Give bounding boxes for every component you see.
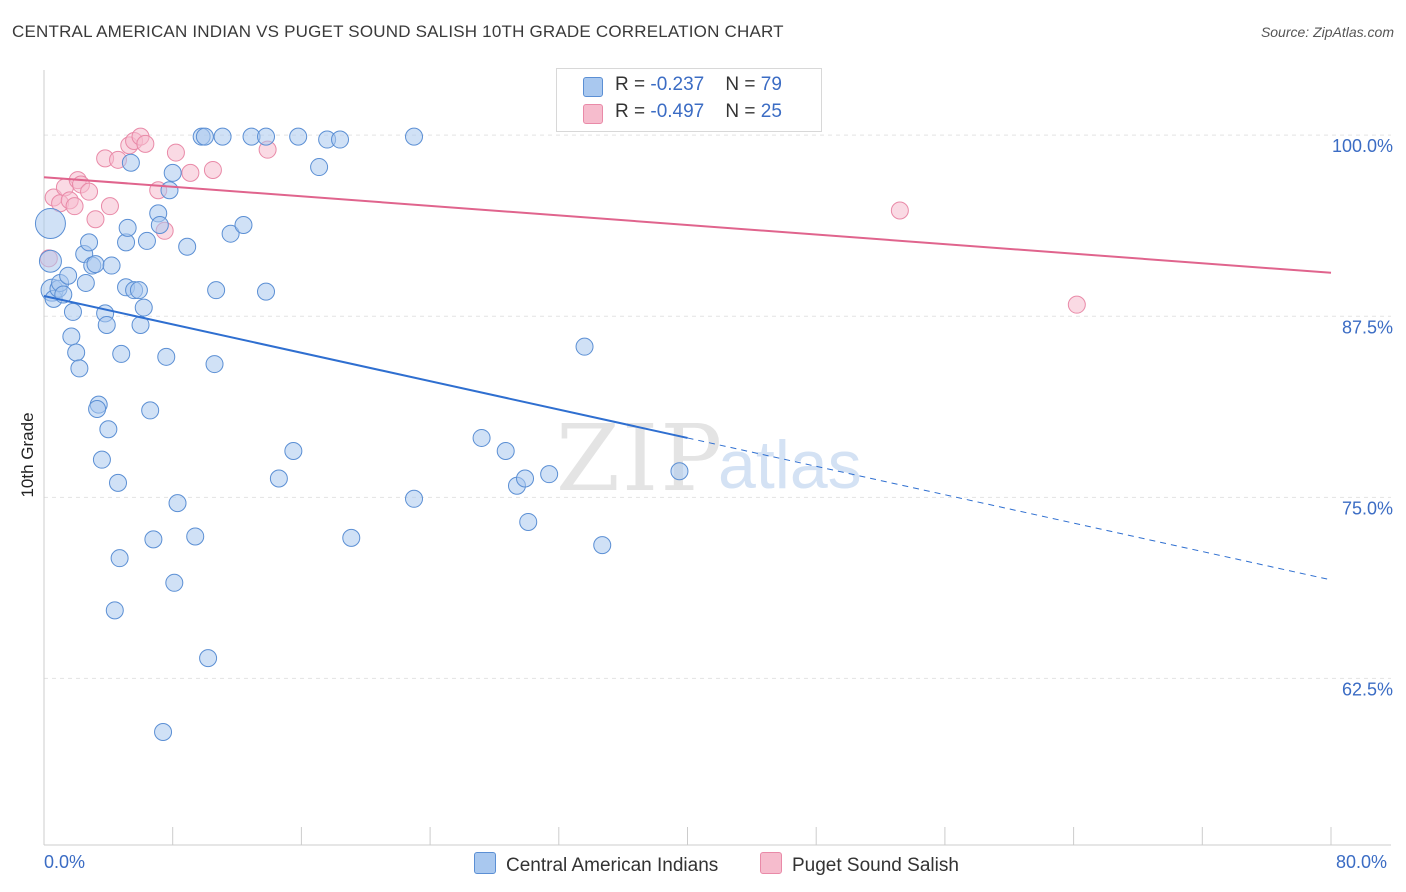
blue-point bbox=[144, 530, 163, 549]
legend-swatch-blue bbox=[583, 77, 603, 97]
blue-point bbox=[199, 649, 218, 668]
blue-point bbox=[221, 224, 240, 243]
blue-point bbox=[99, 420, 118, 439]
x-axis-max-label: 80.0% bbox=[1336, 852, 1388, 872]
blue-point bbox=[105, 601, 124, 620]
legend-text-pink: R = -0.497 N = 25 bbox=[615, 101, 782, 122]
source-label: Source: ZipAtlas.com bbox=[1260, 24, 1394, 40]
blue-point bbox=[70, 359, 89, 378]
blue-point bbox=[121, 153, 140, 172]
blue-point bbox=[331, 130, 350, 149]
blue-point bbox=[405, 489, 424, 508]
pink-point bbox=[1067, 295, 1086, 314]
blue-point bbox=[310, 158, 329, 177]
legend-swatch-pink bbox=[583, 104, 603, 124]
pink-point bbox=[86, 210, 105, 229]
blue-point bbox=[213, 127, 232, 146]
x-axis-min-label: 0.0% bbox=[44, 852, 86, 872]
blue-point bbox=[160, 181, 179, 200]
blue-point bbox=[80, 233, 99, 252]
pink-point bbox=[890, 201, 909, 220]
y-tick-label: 100.0% bbox=[1332, 136, 1393, 156]
blue-point bbox=[97, 315, 116, 334]
stats-legend: R = -0.237 N = 79 R = -0.497 N = 25 bbox=[556, 68, 822, 132]
blue-point bbox=[516, 469, 535, 488]
blue-point bbox=[76, 273, 95, 292]
blue-point bbox=[342, 528, 361, 547]
blue-point bbox=[165, 573, 184, 592]
blue-point bbox=[112, 344, 131, 363]
blue-point bbox=[134, 298, 153, 317]
legend-text-blue: R = -0.237 N = 79 bbox=[615, 74, 782, 95]
blue-point bbox=[154, 723, 173, 742]
blue-point bbox=[178, 237, 197, 256]
blue-point bbox=[34, 208, 66, 240]
blue-point bbox=[141, 401, 160, 420]
blue-point bbox=[234, 216, 253, 234]
blue-point bbox=[102, 256, 121, 275]
blue-point bbox=[168, 494, 187, 513]
blue-point bbox=[575, 337, 594, 356]
blue-point bbox=[88, 399, 107, 418]
pink-point bbox=[80, 182, 99, 201]
blue-point bbox=[496, 441, 515, 460]
blue-point bbox=[137, 231, 156, 250]
blue-point bbox=[670, 462, 689, 481]
legend-swatch-pink-bottom bbox=[760, 852, 782, 874]
blue-point bbox=[110, 549, 129, 568]
axis-layer bbox=[43, 70, 1391, 846]
legend-label-blue: Central American Indians bbox=[506, 855, 719, 876]
blue-point bbox=[593, 536, 612, 555]
y-tick-labels: 100.0% 87.5% 75.0% 62.5% bbox=[1332, 136, 1393, 699]
blue-point bbox=[269, 469, 288, 488]
trend-lines bbox=[43, 176, 1332, 581]
pink-trend-line bbox=[43, 176, 1332, 274]
watermark-atlas: atlas bbox=[718, 427, 862, 503]
blue-point bbox=[257, 282, 276, 301]
blue-point bbox=[129, 281, 148, 300]
blue-point bbox=[67, 343, 86, 362]
pink-point bbox=[100, 197, 119, 216]
pink-point bbox=[203, 160, 222, 179]
pink-point bbox=[65, 197, 84, 216]
pink-point bbox=[136, 134, 155, 153]
pink-series bbox=[39, 127, 1086, 314]
blue-point bbox=[157, 347, 176, 366]
y-tick-label: 75.0% bbox=[1342, 498, 1393, 518]
blue-point bbox=[289, 127, 308, 146]
blue-point bbox=[86, 255, 105, 274]
chart-title: CENTRAL AMERICAN INDIAN VS PUGET SOUND S… bbox=[12, 22, 784, 41]
legend-item-blue: Central American Indians bbox=[474, 852, 718, 877]
blue-trend-line bbox=[43, 295, 688, 439]
blue-point bbox=[109, 473, 128, 492]
blue-point bbox=[92, 450, 111, 469]
blue-point bbox=[63, 302, 82, 321]
blue-point bbox=[59, 266, 78, 285]
blue-point bbox=[472, 428, 491, 447]
blue-point bbox=[195, 127, 214, 146]
legend-label-pink: Puget Sound Salish bbox=[792, 855, 959, 876]
blue-point bbox=[150, 216, 169, 234]
legend-swatch-blue-bottom bbox=[474, 852, 496, 874]
watermark-zip: ZIP bbox=[556, 405, 724, 512]
blue-point bbox=[405, 127, 424, 146]
blue-point bbox=[118, 218, 137, 237]
blue-point bbox=[38, 249, 62, 273]
blue-point bbox=[540, 465, 559, 484]
blue-point bbox=[205, 355, 224, 374]
blue-point bbox=[62, 327, 81, 346]
pink-point bbox=[166, 143, 185, 162]
blue-point bbox=[186, 527, 205, 546]
y-tick-label: 87.5% bbox=[1342, 317, 1393, 337]
y-tick-label: 62.5% bbox=[1342, 679, 1393, 699]
blue-point bbox=[163, 163, 182, 182]
pink-point bbox=[181, 163, 200, 182]
blue-point bbox=[284, 441, 303, 460]
blue-point bbox=[207, 281, 226, 300]
blue-point bbox=[519, 512, 538, 531]
legend-item-pink: Puget Sound Salish bbox=[760, 852, 959, 877]
watermark: ZIP atlas bbox=[556, 405, 862, 512]
blue-point bbox=[257, 127, 276, 146]
